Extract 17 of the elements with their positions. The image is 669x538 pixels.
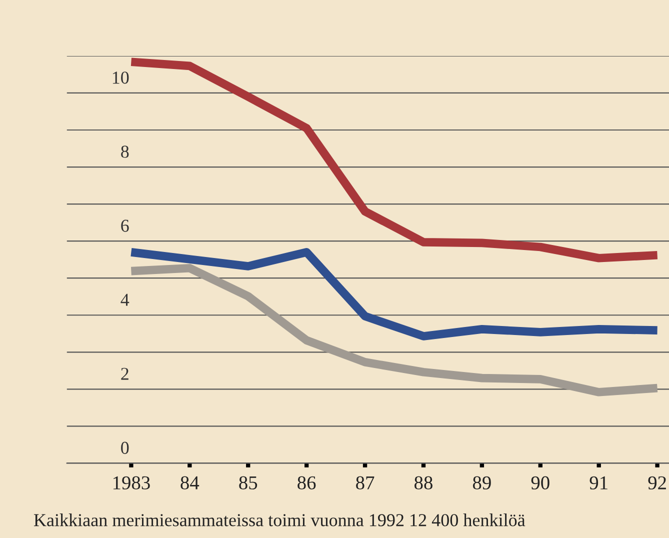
x-tick-label: 87 [356, 476, 374, 490]
x-tick-label: 84 [180, 476, 200, 490]
text: Kaikkiaan merimiesammateissa toimi vuonna 1992 12 400 henkilöä [34, 514, 526, 526]
x-tick-label: 88 [414, 476, 432, 490]
y-tick-label: 10 [112, 72, 129, 84]
x-tick-label: 85 [239, 476, 258, 490]
y-tick-label: 8 [121, 146, 129, 158]
x-tick-label: 86 [298, 476, 316, 490]
y-tick-label: 2 [121, 368, 128, 380]
y-tick-label: 6 [121, 220, 129, 232]
y-tick-label: 4 [120, 294, 130, 306]
x-tick-label: 89 [472, 476, 491, 490]
y-tick-label: 0 [121, 442, 129, 454]
x-tick-label: 1983 [113, 476, 150, 490]
x-tick-label: 90 [531, 476, 550, 490]
x-tick-label: 92 [648, 476, 666, 490]
x-tick-label: 91 [590, 476, 608, 490]
